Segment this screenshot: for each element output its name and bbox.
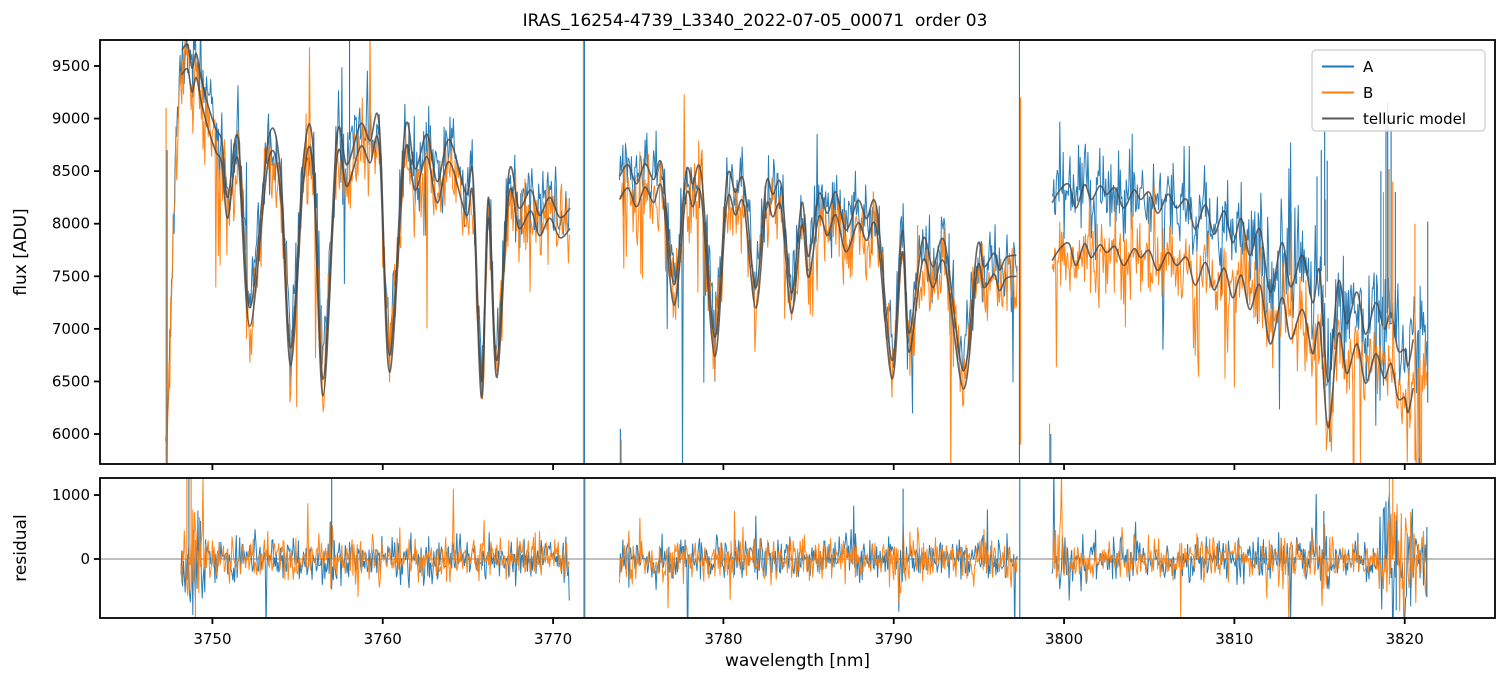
x-tick-label: 3760 (364, 630, 402, 648)
flux-trace-B (1051, 185, 1428, 464)
residual-panel-data (100, 478, 1495, 618)
residual-panel-frame (99, 477, 1496, 619)
legend-label: A (1363, 58, 1374, 76)
legend-label: B (1363, 84, 1373, 102)
axes-decorations: 6000 6500 7000 7500 8000 8500 9000 9500 0 1000 375… (52, 39, 1496, 648)
flux-panel-data (165, 40, 1429, 464)
telluric-model-curve-B (618, 183, 1017, 390)
y-tick-label: 7500 (52, 267, 90, 285)
x-axis-label: wavelength [nm] (724, 651, 871, 671)
x-tick-label: 3770 (534, 630, 572, 648)
telluric-model-curve-A (181, 43, 571, 383)
flux-panel-frame (99, 39, 1496, 465)
telluric-model-curve-A (618, 159, 1017, 372)
y-tick-label: 0 (80, 550, 90, 568)
y-tick-label: 8000 (52, 215, 90, 233)
flux-trace-A (1051, 121, 1428, 464)
telluric-model-curve-B (181, 67, 571, 399)
y-tick-label: 6000 (52, 425, 90, 443)
flux-y-axis-label: flux [ADU] (11, 208, 31, 296)
residual-trace-B (619, 510, 1018, 609)
telluric-model-curve-B (1051, 241, 1414, 429)
flux-trace-A (619, 130, 1018, 464)
residual-trace-A (1051, 478, 1428, 618)
flux-trace-B (619, 94, 1018, 464)
x-tick-label: 3810 (1215, 630, 1253, 648)
x-tick-label: 3820 (1386, 630, 1424, 648)
residual-trace-A (619, 505, 1018, 618)
residual-y-axis-label: residual (11, 514, 31, 582)
y-tick-label: 1000 (52, 486, 90, 504)
residual-trace-B (180, 478, 570, 597)
x-tick-label: 3790 (875, 630, 913, 648)
telluric-model-curve-A (1051, 182, 1414, 383)
x-tick-label: 3780 (704, 630, 742, 648)
chart-title: IRAS_16254-4739_L3340_2022-07-05_00071 o… (522, 11, 988, 31)
y-tick-label: 7000 (52, 320, 90, 338)
legend-box (1311, 49, 1486, 132)
y-tick-label: 9000 (52, 110, 90, 128)
residual-trace-B (1051, 478, 1428, 618)
x-tick-label: 3800 (1045, 630, 1083, 648)
y-tick-label: 9500 (52, 57, 90, 75)
y-tick-label: 6500 (52, 372, 90, 390)
residual-trace-A (180, 510, 570, 618)
y-tick-label: 8500 (52, 162, 90, 180)
x-tick-label: 3750 (193, 630, 231, 648)
legend-label: telluric model (1363, 110, 1466, 128)
